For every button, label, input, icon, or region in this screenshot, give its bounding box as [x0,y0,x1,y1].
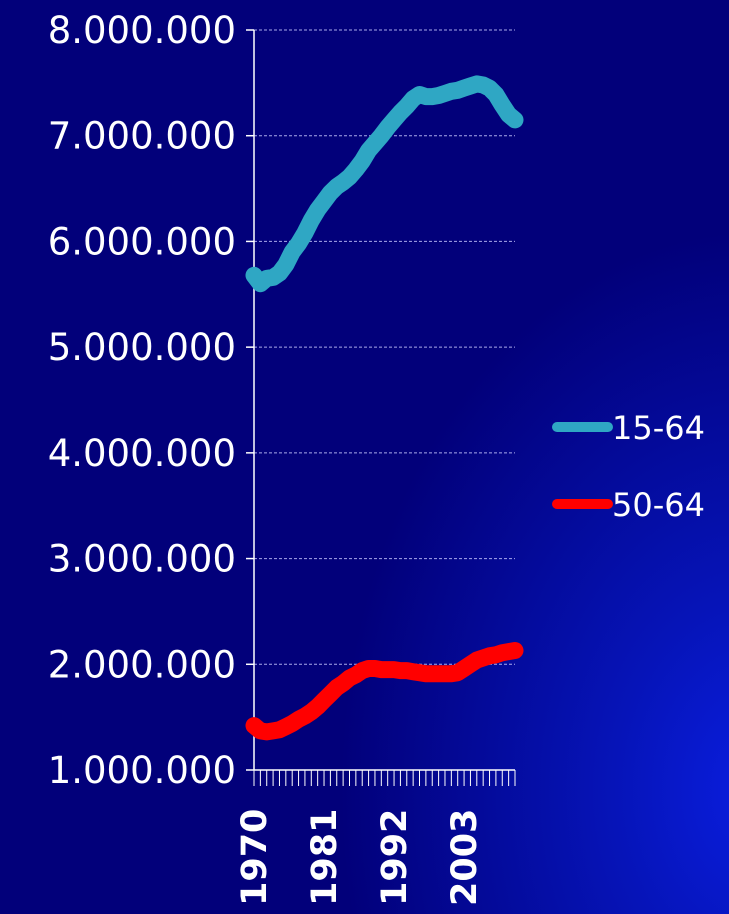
y-tick-label: 2.000.000 [48,643,236,686]
y-tick-label: 7.000.000 [48,115,236,158]
y-tick-label: 3.000.000 [48,538,236,581]
legend-label: 15-64 [612,409,705,447]
x-tick-label: 1970 [235,809,275,906]
y-tick-label: 8.000.000 [48,9,236,52]
x-tick-label: 1981 [305,809,345,906]
series-line-15-64 [245,75,524,293]
y-tick-label: 4.000.000 [48,432,236,475]
y-axis-tick-labels: 1.000.000 2.000.000 3.000.000 4.000.000 5.00… [48,9,236,792]
x-axis-tick-labels: 1970 1981 1992 2003 [235,809,485,906]
legend-label: 50-64 [612,486,705,524]
axes [246,29,516,786]
legend: 15-64 50-64 [552,409,705,524]
y-tick-label: 6.000.000 [48,220,236,263]
x-tick-label: 1992 [375,809,415,906]
y-tick-label: 5.000.000 [48,326,236,369]
series-line-50-64 [245,642,524,741]
y-tick-label: 1.000.000 [48,749,236,792]
series-lines [245,75,524,741]
x-tick-label: 2003 [445,809,485,906]
gridlines [254,29,515,665]
